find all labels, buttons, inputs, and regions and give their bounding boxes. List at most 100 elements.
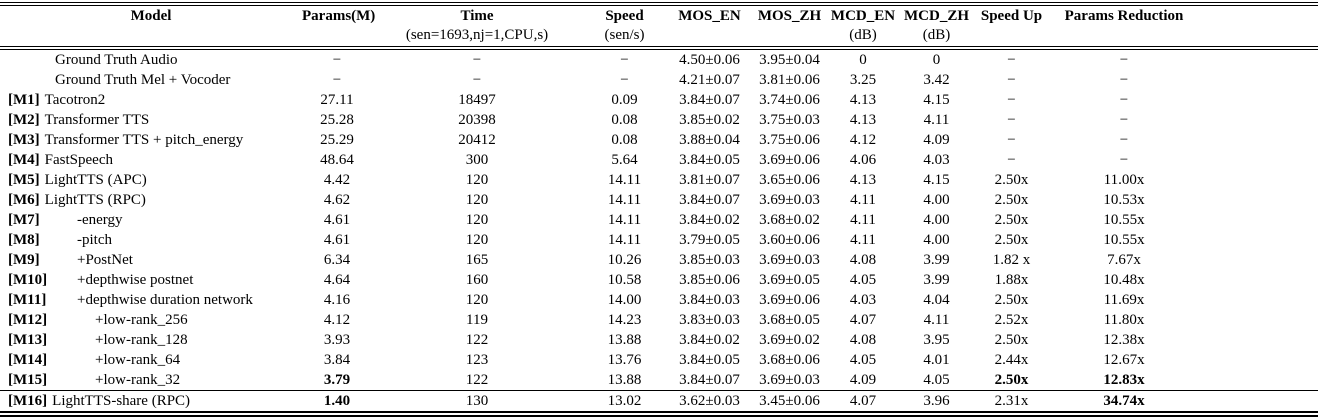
column-header: MCD_EN (dB) bbox=[827, 2, 899, 50]
cell-mcd_zh: 3.96 bbox=[899, 390, 974, 417]
cell-mos_zh: 3.68±0.06 bbox=[759, 352, 820, 368]
cell-mos_zh: 3.75±0.03 bbox=[759, 112, 820, 128]
model-name: LightTTS (APC) bbox=[44, 172, 147, 188]
cell-model: [M9] +PostNet bbox=[0, 250, 302, 270]
cell-time: 120 bbox=[465, 232, 489, 248]
row-spacer bbox=[1199, 270, 1318, 290]
table-row: [M16] LightTTS-share (RPC) 1.40 130 13.02 3.6… bbox=[0, 390, 1318, 417]
cell-speed: 13.02 bbox=[582, 390, 667, 417]
cell-mos_en: 3.85±0.03 bbox=[679, 252, 740, 268]
model-name: LightTTS-share (RPC) bbox=[52, 393, 191, 409]
cell-speed: − bbox=[620, 72, 629, 88]
cell-speed: 0.08 bbox=[611, 132, 638, 148]
cell-mos_zh: 3.69±0.02 bbox=[759, 332, 820, 348]
column-sublabel: (sen/s) bbox=[604, 27, 645, 43]
model-name: +depthwise postnet bbox=[77, 272, 194, 288]
cell-time: − bbox=[472, 72, 482, 88]
cell-mcd_en: 4.07 bbox=[849, 312, 877, 328]
column-label: MCD_EN bbox=[830, 8, 896, 24]
cell-model: [M2] Transformer TTS bbox=[0, 110, 302, 130]
cell-mos_zh: 3.69±0.03 bbox=[759, 372, 820, 388]
cell-mos_en: 4.21±0.07 bbox=[679, 72, 740, 88]
model-name: -energy bbox=[77, 212, 123, 228]
cell-mos_en: 3.84±0.07 bbox=[679, 92, 740, 108]
table-row: [M14] +low-rank_64 3.84 123 13.76 3.84±0.05 3.… bbox=[0, 350, 1318, 370]
cell-time: 120 bbox=[465, 292, 489, 308]
cell-model: Ground Truth Audio bbox=[0, 48, 302, 70]
cell-mos_zh: 3.95±0.04 bbox=[759, 52, 820, 68]
row-spacer bbox=[1199, 230, 1318, 250]
table-row: [M12] +low-rank_256 4.12 119 14.23 3.83±0.03 3… bbox=[0, 310, 1318, 330]
cell-mcd_en: 4.09 bbox=[849, 372, 877, 388]
cell-reduction: − bbox=[1119, 132, 1129, 148]
cell-time: 300 bbox=[465, 152, 489, 168]
cell-speedup: 2.50x bbox=[994, 372, 1029, 388]
cell-mos_zh: 3.65±0.06 bbox=[759, 172, 820, 188]
cell-speed: 14.00 bbox=[607, 292, 642, 308]
column-sublabel bbox=[667, 27, 752, 46]
cell-mos_zh: 3.69±0.03 bbox=[759, 192, 820, 208]
table-row: Ground Truth Mel + Vocoder − − − 4.21±0.07 3.… bbox=[0, 70, 1318, 90]
cell-mos_en: 4.50±0.06 bbox=[679, 52, 740, 68]
model-tag: [M7] bbox=[8, 212, 40, 228]
cell-mos_en: 3.83±0.03 bbox=[679, 312, 740, 328]
cell-speed: 14.11 bbox=[607, 232, 642, 248]
table-row: [M11] +depthwise duration network 4.16 120 1… bbox=[0, 290, 1318, 310]
table-row: [M7] -energy 4.61 120 14.11 3.84±0.02 3.68±0.0… bbox=[0, 210, 1318, 230]
cell-model: [M16] LightTTS-share (RPC) bbox=[0, 390, 302, 417]
model-tag: [M4] bbox=[8, 152, 40, 168]
cell-mcd_en: 4.06 bbox=[849, 152, 877, 168]
cell-mos_en: 3.85±0.02 bbox=[679, 112, 740, 128]
cell-speedup: − bbox=[1007, 132, 1016, 148]
cell-model: [M10] +depthwise postnet bbox=[0, 270, 302, 290]
cell-reduction: 11.80x bbox=[1103, 312, 1145, 328]
cell-model: [M4] FastSpeech bbox=[0, 150, 302, 170]
cell-mcd_zh: 3.99 bbox=[923, 272, 950, 288]
cell-reduction: 10.55x bbox=[1103, 212, 1145, 228]
cell-reduction: 10.55x bbox=[1103, 232, 1145, 248]
cell-mos_zh: 3.45±0.06 bbox=[752, 390, 827, 417]
model-name: +low-rank_128 bbox=[95, 332, 188, 348]
cell-mos_en: 3.84±0.07 bbox=[679, 192, 740, 208]
cell-reduction: − bbox=[1119, 72, 1129, 88]
table-row: [M10] +depthwise postnet 4.64 160 10.58 3.85±… bbox=[0, 270, 1318, 290]
cell-speedup: 1.88x bbox=[994, 272, 1029, 288]
cell-speedup: 2.50x bbox=[994, 192, 1029, 208]
model-name: FastSpeech bbox=[44, 152, 113, 168]
row-spacer bbox=[1199, 150, 1318, 170]
model-name: -pitch bbox=[77, 232, 112, 248]
cell-params: − bbox=[332, 52, 342, 68]
model-name: +low-rank_256 bbox=[95, 312, 188, 328]
model-name: +low-rank_32 bbox=[95, 372, 181, 388]
cell-mcd_zh: 4.15 bbox=[923, 92, 950, 108]
cell-speedup: 2.31x bbox=[974, 390, 1049, 417]
row-spacer bbox=[1199, 350, 1318, 370]
cell-speed: 13.88 bbox=[607, 372, 642, 388]
model-tag: [M9] bbox=[8, 252, 40, 268]
cell-mos_en: 3.84±0.05 bbox=[679, 352, 740, 368]
cell-time: 130 bbox=[372, 390, 582, 417]
model-tag: [M11] bbox=[8, 292, 47, 308]
cell-mos_zh: 3.69±0.05 bbox=[759, 272, 820, 288]
cell-params: 25.29 bbox=[320, 132, 354, 148]
table-row: Ground Truth Audio − − − 4.50±0.06 3.95±0.04 0… bbox=[0, 48, 1318, 70]
cell-params: 48.64 bbox=[320, 152, 354, 168]
cell-speedup: − bbox=[1007, 92, 1016, 108]
table-body: Ground Truth Audio − − − 4.50±0.06 3.95±0.04 0… bbox=[0, 48, 1318, 417]
row-spacer bbox=[1199, 250, 1318, 270]
column-header: Speed (sen/s) bbox=[582, 2, 667, 50]
model-tag: [M6] bbox=[8, 192, 40, 208]
cell-mos_zh: 3.68±0.02 bbox=[759, 212, 820, 228]
column-label: MCD_ZH bbox=[904, 8, 969, 24]
column-header: Params(M) bbox=[302, 2, 375, 50]
cell-mos_zh: 3.60±0.06 bbox=[759, 232, 820, 248]
cell-mcd_zh: 3.42 bbox=[923, 72, 950, 88]
cell-reduction: − bbox=[1119, 92, 1129, 108]
cell-speedup: 2.50x bbox=[994, 232, 1029, 248]
cell-model: [M1] Tacotron2 bbox=[0, 90, 302, 110]
cell-speedup: 2.50x bbox=[994, 212, 1029, 228]
cell-params: 4.62 bbox=[323, 192, 351, 208]
column-label: Model bbox=[130, 8, 172, 24]
column-header: Model bbox=[0, 2, 302, 50]
